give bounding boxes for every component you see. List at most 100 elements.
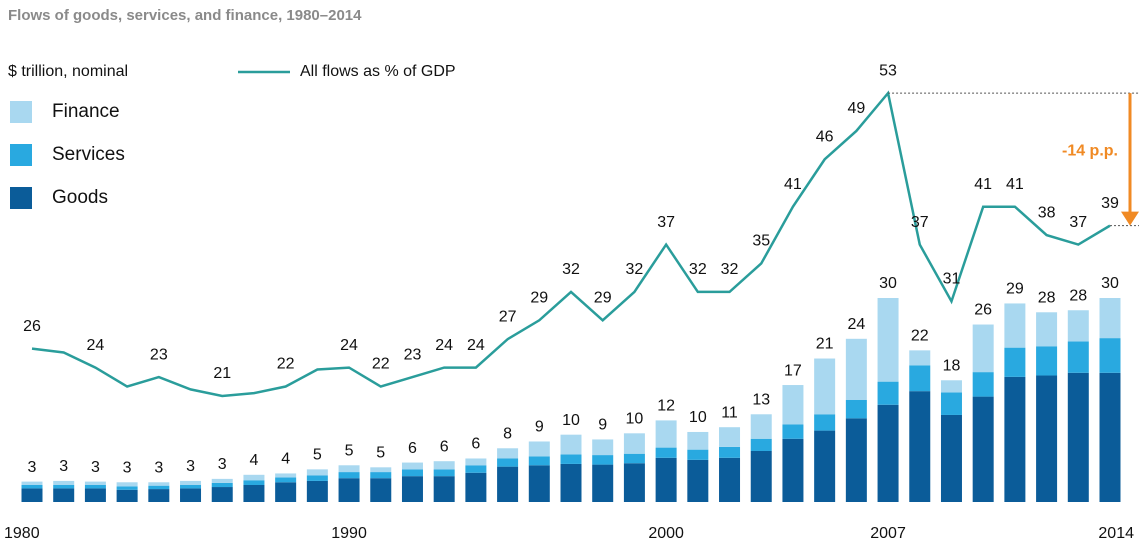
bar-segment (53, 488, 75, 502)
bar-segment (84, 485, 106, 489)
bar-segment (814, 430, 836, 502)
line-value-label: 31 (943, 271, 961, 288)
line-value-label: 37 (1069, 214, 1087, 231)
bar-segment (243, 474, 265, 481)
bar-segment (655, 447, 677, 458)
line-value-label: 39 (1101, 195, 1119, 212)
line-value-label: 46 (816, 129, 834, 146)
bar-segment (782, 424, 804, 439)
bar-segment (116, 489, 138, 502)
bar-total-label: 12 (657, 398, 675, 415)
line-value-label: 49 (847, 100, 865, 117)
bar-segment (528, 441, 550, 457)
bar-total-label: 30 (1101, 275, 1119, 292)
bar-total-label: 3 (154, 459, 163, 476)
bar-segment (370, 472, 392, 479)
bar-total-label: 3 (28, 459, 37, 476)
bar-segment (972, 396, 994, 502)
bar-segment (401, 462, 423, 470)
bar-segment (1036, 375, 1058, 502)
bar-segment (687, 449, 709, 460)
bar-segment (1099, 372, 1121, 502)
line-value-label: 22 (372, 356, 390, 373)
bar-total-label: 10 (689, 409, 707, 426)
bar-segment (180, 488, 202, 502)
line-value-label: 29 (594, 289, 612, 306)
bar-total-label: 29 (1006, 281, 1024, 298)
bar-total-label: 5 (345, 442, 354, 459)
bar-total-label: 24 (847, 316, 865, 333)
bar-segment (433, 461, 455, 470)
bar-total-label: 9 (598, 417, 607, 434)
line-value-label: 26 (23, 318, 41, 335)
bar-segment (465, 458, 487, 466)
x-tick-label: 2014 (1098, 525, 1134, 542)
bar-segment (623, 463, 645, 502)
line-value-label: 27 (499, 308, 517, 325)
bar-segment (782, 438, 804, 502)
x-tick-label: 1990 (331, 525, 367, 542)
bar-segment (180, 485, 202, 489)
bar-total-label: 5 (376, 445, 385, 462)
bar-segment (211, 478, 233, 483)
bar-total-label: 21 (816, 336, 834, 353)
annotation-arrowhead (1121, 211, 1139, 226)
line-value-label: 24 (435, 337, 453, 354)
bar-segment (497, 448, 519, 459)
bar-segment (243, 480, 265, 485)
bar-segment (116, 482, 138, 487)
bar-segment (1067, 310, 1089, 342)
bar-total-label: 3 (91, 459, 100, 476)
bar-segment (306, 480, 328, 502)
bar-segment (592, 464, 614, 502)
x-tick-label: 2007 (870, 525, 906, 542)
bar-segment (814, 414, 836, 431)
bar-total-label: 11 (721, 404, 738, 421)
bar-total-label: 17 (784, 362, 802, 379)
x-tick-label: 1980 (4, 525, 40, 542)
line-value-label: 41 (784, 176, 802, 193)
bar-segment (814, 358, 836, 415)
bar-segment (877, 381, 899, 405)
bar-segment (592, 439, 614, 456)
bar-segment (845, 400, 867, 419)
bar-segment (465, 465, 487, 473)
bar-segment (909, 365, 931, 392)
bar-total-label: 6 (471, 436, 480, 453)
line-value-label: 37 (911, 214, 929, 231)
legend-label: Finance (52, 101, 120, 122)
line-value-label: 24 (340, 337, 358, 354)
bar-segment (845, 418, 867, 502)
bar-segment (275, 482, 297, 502)
bar-segment (877, 404, 899, 502)
bar-segment (782, 385, 804, 425)
bar-total-label: 22 (911, 328, 929, 345)
bar-total-label: 4 (281, 451, 290, 468)
bar-total-label: 6 (408, 440, 417, 457)
line-value-label: 22 (277, 356, 295, 373)
bar-total-label: 28 (1038, 289, 1056, 306)
bar-segment (1099, 338, 1121, 373)
bar-total-label: 3 (59, 458, 68, 475)
bar-segment (909, 350, 931, 366)
bar-total-label: 3 (186, 458, 195, 475)
bar-segment (116, 486, 138, 490)
bar-total-label: 13 (752, 391, 770, 408)
bar-total-label: 10 (562, 412, 580, 429)
bar-segment (1067, 341, 1089, 373)
bar-segment (370, 467, 392, 473)
bar-segment (750, 438, 772, 451)
line-value-label: 21 (213, 365, 231, 382)
bar-segment (972, 324, 994, 373)
y-axis-label: $ trillion, nominal (8, 63, 128, 80)
bar-segment (211, 487, 233, 502)
line-value-label: 32 (562, 261, 580, 278)
bar-segment (338, 472, 360, 479)
line-value-label: 41 (1006, 176, 1024, 193)
line-value-label: 32 (721, 261, 739, 278)
bar-segment (370, 478, 392, 502)
line-value-label: 41 (974, 176, 992, 193)
line-value-label: 35 (752, 233, 770, 250)
bar-segment (53, 480, 75, 485)
legend-swatch (10, 187, 32, 209)
